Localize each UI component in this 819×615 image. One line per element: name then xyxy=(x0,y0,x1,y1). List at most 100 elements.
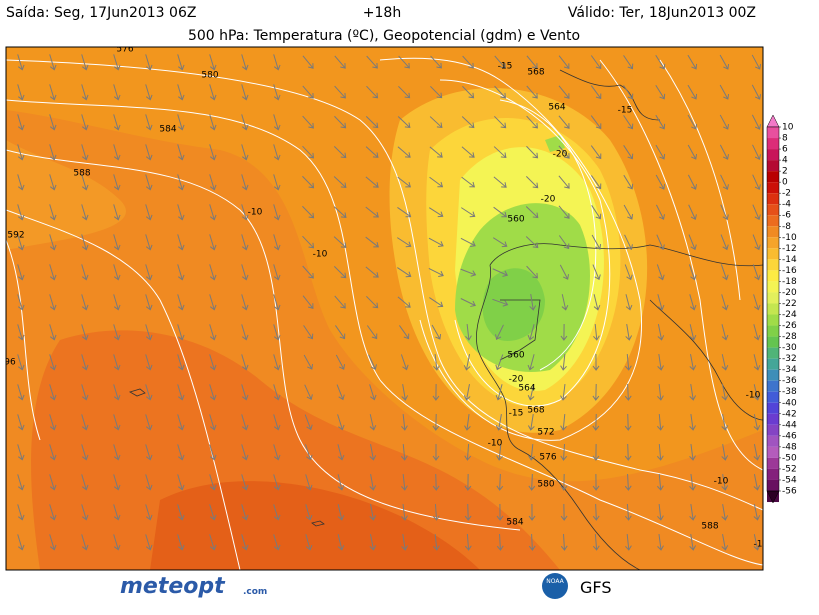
arrow-shape xyxy=(689,504,696,521)
arrow-shape xyxy=(365,266,379,278)
arrow-shape xyxy=(464,503,472,521)
arrow-shape xyxy=(591,205,602,220)
wind-arrow xyxy=(528,533,536,551)
arrow-shape xyxy=(752,234,761,251)
wind-arrow xyxy=(397,267,412,278)
arrow-shape xyxy=(721,444,729,461)
colorbar-label: -42 xyxy=(782,409,797,419)
wind-arrow xyxy=(432,473,440,491)
arrow-shape xyxy=(177,144,185,161)
arrow-shape xyxy=(401,413,408,431)
arrow-shape xyxy=(145,354,153,371)
wind-arrow xyxy=(560,353,567,371)
wind-arrow xyxy=(496,473,504,491)
wind-arrow xyxy=(303,354,314,370)
arrow-shape xyxy=(17,144,25,161)
arrow-shape xyxy=(303,325,314,340)
arrow-shape xyxy=(145,444,153,461)
arrow-shape xyxy=(17,114,25,131)
arrow-shape xyxy=(273,324,281,341)
wind-arrow xyxy=(721,474,729,491)
arrow-shape xyxy=(397,116,411,129)
wind-arrow xyxy=(81,324,89,341)
arrow-shape xyxy=(624,503,632,521)
colorbar-label: -38 xyxy=(782,387,797,397)
arrow-shape xyxy=(209,294,217,311)
colorbar-swatch xyxy=(767,457,779,469)
wind-arrow xyxy=(365,146,379,158)
wind-arrow xyxy=(177,264,185,281)
arrow-shape xyxy=(49,264,57,281)
arrow-shape xyxy=(17,324,25,341)
arrow-shape xyxy=(657,534,664,551)
wind-arrow xyxy=(428,237,444,248)
contour-label: 576 xyxy=(116,45,133,55)
colorbar-label: 10 xyxy=(782,123,794,133)
wind-arrow xyxy=(113,534,121,551)
wind-arrow xyxy=(241,144,249,161)
wind-arrow xyxy=(17,84,25,101)
wind-arrow xyxy=(365,236,379,248)
arrow-shape xyxy=(401,443,408,461)
arrow-shape xyxy=(429,297,444,308)
arrow-shape xyxy=(113,114,121,131)
arrow-shape xyxy=(751,114,761,130)
wind-arrow xyxy=(752,144,761,160)
wind-arrow xyxy=(462,85,475,99)
arrow-shape xyxy=(273,414,281,431)
wind-arrow xyxy=(494,55,506,69)
wind-arrow xyxy=(368,354,377,370)
arrow-shape xyxy=(464,533,472,551)
arrow-shape xyxy=(113,174,121,191)
arrow-shape xyxy=(561,294,569,311)
wind-arrow xyxy=(305,504,313,521)
arrow-shape xyxy=(81,444,89,461)
arrow-shape xyxy=(592,443,600,461)
wind-arrow xyxy=(145,84,153,101)
wind-arrow xyxy=(209,504,217,521)
arrow-shape xyxy=(624,264,633,281)
wind-arrow xyxy=(753,534,761,551)
wind-arrow xyxy=(527,384,535,401)
arrow-shape xyxy=(721,534,729,551)
arrow-shape xyxy=(273,54,281,71)
wind-arrow xyxy=(81,474,89,491)
contour-label: 560 xyxy=(507,215,524,225)
wind-arrow xyxy=(657,534,664,551)
arrow-shape xyxy=(273,384,281,401)
wind-arrow xyxy=(49,234,57,251)
wind-arrow xyxy=(689,474,696,491)
contour-label: 564 xyxy=(518,384,535,394)
arrow-shape xyxy=(333,176,347,189)
arrow-shape xyxy=(273,444,281,461)
arrow-shape xyxy=(689,354,697,371)
arrow-shape xyxy=(145,294,153,311)
model-name: GFS xyxy=(580,578,611,597)
arrow-shape xyxy=(656,443,664,461)
wind-arrow xyxy=(113,414,121,431)
arrow-shape xyxy=(241,324,249,341)
wind-arrow xyxy=(365,206,379,218)
colorbar-swatch xyxy=(767,281,779,293)
wind-arrow xyxy=(494,115,507,129)
colorbar-label: 6 xyxy=(782,145,788,155)
arrow-shape xyxy=(592,503,600,521)
wind-arrow xyxy=(593,294,601,311)
colorbar-swatch xyxy=(767,138,779,150)
wind-arrow xyxy=(528,503,536,521)
arrow-shape xyxy=(209,354,217,371)
wind-arrow xyxy=(273,384,281,401)
wind-arrow xyxy=(655,54,666,70)
colorbar-label: 2 xyxy=(782,167,788,177)
wind-arrow xyxy=(624,413,632,431)
arrow-shape xyxy=(527,384,535,401)
wind-arrow xyxy=(241,474,249,491)
arrow-shape xyxy=(461,146,475,158)
wind-arrow xyxy=(49,174,57,191)
arrow-shape xyxy=(241,294,249,311)
wind-arrow xyxy=(241,264,249,281)
arrow-shape xyxy=(625,324,633,341)
arrow-shape xyxy=(590,55,602,70)
arrow-shape xyxy=(81,534,89,551)
